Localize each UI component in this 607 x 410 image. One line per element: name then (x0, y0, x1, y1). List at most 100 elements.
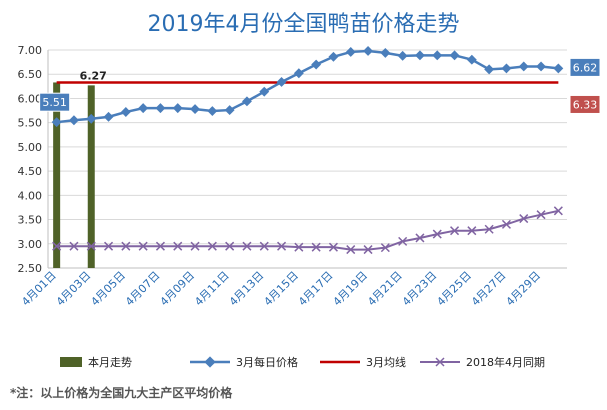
data-label-first: 5.51 (42, 96, 67, 109)
daily-price-point (207, 106, 218, 116)
last-year-point (501, 219, 511, 229)
last-year-point (484, 224, 494, 234)
y-tick-label: 4.00 (18, 189, 43, 202)
daily-price-point (103, 111, 114, 122)
daily-price-point (518, 61, 529, 72)
last-year-point (138, 241, 148, 251)
data-label-bar: 6.27 (80, 69, 107, 82)
data-label-first-box (39, 92, 71, 112)
legend-item-prev: 2018年4月同期 (420, 352, 545, 372)
x-tick-label: 4月25日 (434, 269, 474, 309)
daily-price-point (432, 50, 443, 61)
daily-price-point (51, 117, 62, 128)
x-tick-label: 4月19日 (331, 269, 371, 309)
last-year-point (294, 242, 304, 252)
last-year-point (467, 226, 477, 236)
daily-price-point (415, 50, 425, 61)
last-year-point (52, 241, 62, 251)
last-year-point (363, 245, 373, 255)
y-tick-label: 5.00 (18, 141, 43, 154)
daily-price-point (345, 46, 356, 57)
daily-price-point (363, 46, 373, 56)
last-year-point (553, 206, 563, 216)
last-year-point (242, 241, 252, 251)
last-year-point (450, 226, 460, 236)
last-year-point (190, 241, 200, 251)
daily-price-point (293, 68, 304, 79)
x-tick-label: 4月03日 (54, 269, 94, 309)
legend-label-daily: 3月每日价格 (236, 356, 298, 369)
last-year-point (346, 245, 356, 255)
daily-price-point (86, 113, 97, 124)
last-year-point (104, 241, 114, 251)
legend-item-bar: 本月走势 (60, 352, 132, 372)
last-year-point (155, 241, 165, 251)
y-axis: 2.50 3.00 3.50 4.00 4.50 5.00 5.50 6.00 6.50 7.00 (18, 44, 567, 275)
legend-swatch-prev (420, 357, 460, 367)
chart-title: 2019年4月份全国鸭苗价格走势 (147, 12, 460, 37)
daily-price-point (536, 61, 546, 72)
legend: 本月走势 3月每日价格 3月均线 2018年4月同期 (0, 352, 607, 372)
last-year-line (56, 209, 559, 251)
daily-price-point (328, 51, 339, 62)
daily-price-point (276, 77, 287, 87)
x-tick-label: 4月27日 (469, 269, 509, 309)
bar (53, 82, 61, 268)
x-tick-label: 4月17日 (296, 269, 336, 309)
last-year-point (415, 233, 425, 243)
daily-price-point (190, 104, 200, 115)
legend-swatch-bar (60, 357, 82, 367)
last-year-point (519, 214, 529, 224)
bar (87, 85, 95, 268)
legend-label-prev: 2018年4月同期 (466, 356, 545, 369)
last-year-point (536, 210, 546, 220)
daily-price-point (155, 103, 166, 114)
daily-price-line (56, 49, 559, 124)
daily-price-point (138, 103, 149, 114)
x-tick-label: 4月29日 (504, 269, 544, 309)
daily-price-point (224, 105, 235, 116)
data-labels: 5.51 6.27 6.62 6.33 (39, 57, 601, 114)
data-label-average-box (569, 94, 601, 114)
x-tick-label: 4月13日 (227, 269, 267, 309)
data-label-average: 6.33 (573, 98, 598, 111)
footnote: *注：以上价格为全国九大主产区平均价格 (10, 386, 233, 400)
x-tick-label: 4月09日 (158, 269, 198, 309)
y-tick-label: 3.00 (18, 238, 43, 251)
x-tick-label: 4月05日 (88, 269, 128, 309)
last-year-point (328, 242, 338, 252)
daily-price-series (51, 46, 564, 128)
last-year-point (398, 236, 408, 246)
y-tick-label: 4.50 (18, 165, 43, 178)
daily-price-point (449, 50, 460, 61)
daily-price-point (501, 63, 512, 74)
legend-swatch-daily (190, 356, 230, 368)
last-year-point (277, 241, 287, 251)
x-tick-label: 4月11日 (192, 269, 232, 309)
last-year-point (432, 229, 442, 239)
bar-series (53, 82, 95, 268)
daily-price-point (311, 59, 322, 70)
x-axis: 4月01日4月03日4月05日4月07日4月09日4月11日4月13日4月15日… (19, 269, 543, 309)
y-tick-label: 6.00 (18, 92, 43, 105)
legend-swatch-avg (320, 360, 360, 364)
last-year-series (52, 206, 563, 255)
daily-price-point (397, 50, 408, 61)
last-year-point (259, 241, 269, 251)
daily-price-point (172, 103, 183, 114)
daily-price-point (380, 47, 391, 58)
daily-price-point (69, 115, 79, 126)
x-tick-label: 4月23日 (400, 269, 440, 309)
last-year-point (69, 241, 79, 251)
data-label-last-box (569, 57, 601, 77)
legend-label-avg: 3月均线 (366, 356, 406, 369)
y-tick-label: 6.50 (18, 68, 43, 81)
last-year-point (173, 241, 183, 251)
x-tick-label: 4月07日 (123, 269, 163, 309)
last-year-point (225, 241, 235, 251)
daily-price-point (484, 64, 495, 75)
last-year-point (121, 241, 131, 251)
y-tick-label: 3.50 (18, 214, 43, 227)
